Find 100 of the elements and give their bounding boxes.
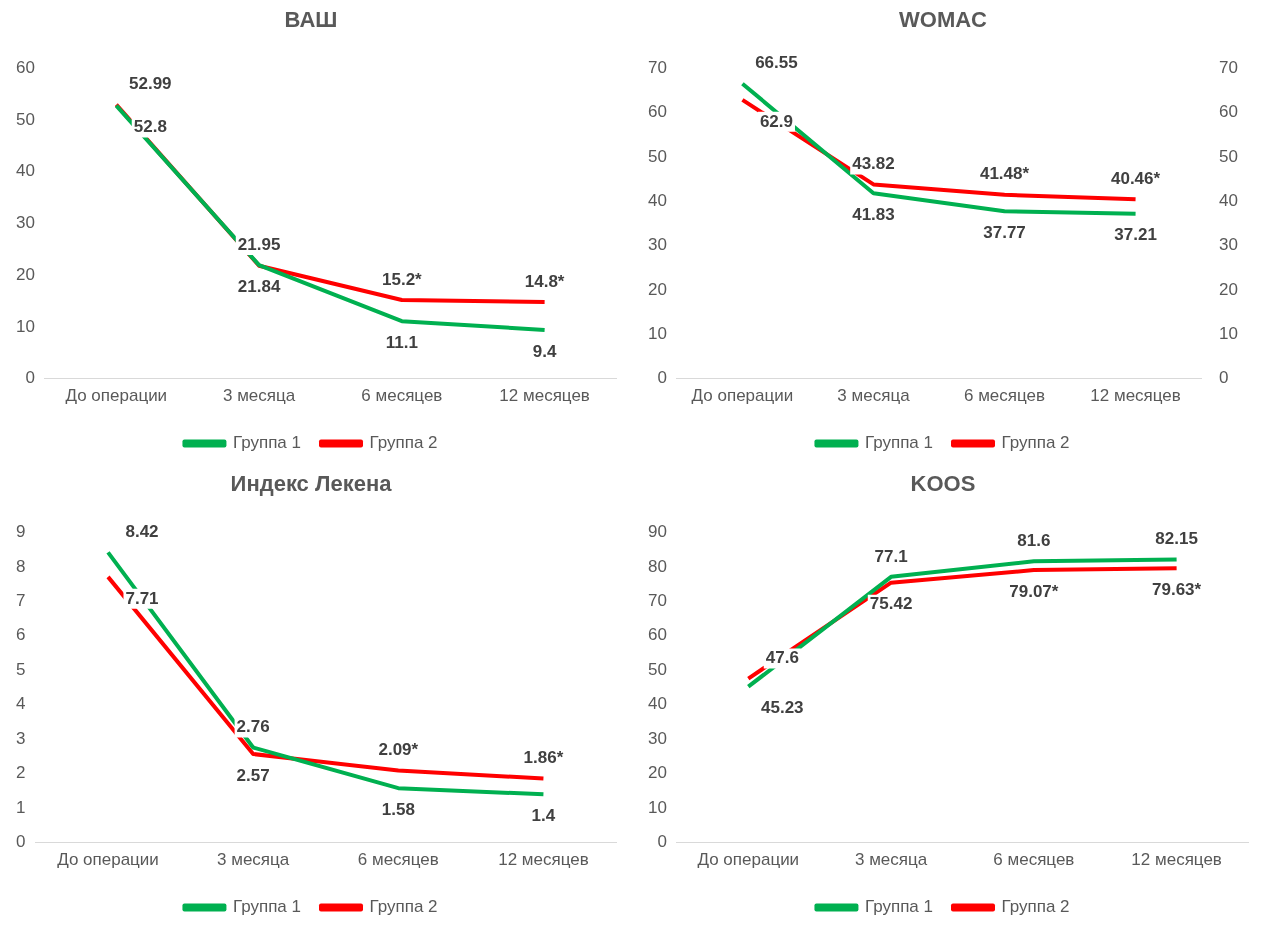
y-tick-label: 40: [15, 161, 35, 181]
legend-label: Группа 2: [1001, 897, 1070, 917]
y-tick-label: 4: [15, 694, 26, 714]
data-label: 77.1: [874, 546, 908, 566]
data-label: 52.99: [129, 74, 172, 94]
y-tick-label: 6: [15, 625, 26, 645]
y-tick-label: 7: [15, 591, 26, 611]
chart-title: WOMAC: [899, 7, 988, 33]
y2-tick-label: 20: [1219, 279, 1239, 299]
y-tick-label: 8: [15, 556, 26, 576]
data-label: 8.42: [125, 522, 159, 542]
chart-title: KOOS: [910, 471, 976, 497]
data-label: 43.82: [852, 154, 895, 174]
data-label: 79.07*: [1009, 581, 1059, 601]
data-label: 75.42: [869, 594, 913, 614]
x-tick-label: 6 месяцев: [993, 850, 1075, 870]
y2-tick-label: 70: [1219, 58, 1239, 78]
x-tick-label: До операции: [57, 850, 159, 870]
data-label: 21.95: [237, 234, 281, 254]
y-tick-label: 30: [647, 235, 667, 255]
y-tick-label: 30: [647, 728, 667, 748]
y-tick-label: 70: [647, 591, 667, 611]
data-label: 1.58: [381, 799, 415, 819]
chart-title: ВАШ: [284, 7, 338, 33]
y-tick-label: 9: [15, 522, 26, 542]
data-label: 82.15: [1155, 529, 1198, 549]
data-label: 37.21: [1114, 225, 1157, 245]
y-tick-label: 10: [647, 323, 667, 343]
y-tick-label: 0: [657, 368, 667, 388]
y2-tick-label: 50: [1219, 146, 1239, 166]
y-tick-label: 60: [15, 58, 35, 78]
legend-label: Группа 2: [369, 897, 438, 917]
y-tick-label: 5: [15, 659, 26, 679]
y-tick-label: 0: [15, 832, 26, 852]
y-tick-label: 20: [647, 763, 667, 783]
y-tick-label: 40: [647, 694, 667, 714]
data-label: 11.1: [385, 332, 418, 352]
data-label: 41.48*: [979, 164, 1030, 184]
legend-label: Группа 1: [864, 897, 933, 917]
y2-tick-label: 10: [1219, 323, 1239, 343]
legend-label: Группа 1: [864, 433, 933, 453]
data-label: 15.2*: [381, 269, 423, 289]
x-tick-label: До операции: [65, 386, 168, 406]
data-label: 2.09*: [378, 740, 419, 760]
y-tick-label: 10: [15, 316, 35, 336]
y-tick-label: 50: [15, 109, 35, 129]
legend-label: Группа 2: [1001, 433, 1070, 453]
y-tick-label: 3: [15, 728, 26, 748]
x-tick-label: 3 месяца: [222, 386, 296, 406]
data-label: 21.84: [237, 277, 281, 297]
data-label: 7.71: [125, 588, 159, 608]
data-label: 79.63*: [1152, 579, 1202, 599]
y-tick-label: 50: [647, 146, 667, 166]
x-tick-label: 6 месяцев: [357, 850, 439, 870]
y-tick-label: 10: [647, 797, 667, 817]
data-label: 47.6: [765, 648, 799, 668]
y2-tick-label: 30: [1219, 235, 1239, 255]
y-tick-label: 40: [647, 191, 667, 211]
y-tick-label: 1: [15, 797, 26, 817]
data-label: 37.77: [983, 222, 1026, 242]
x-tick-label: До операции: [691, 386, 794, 406]
legend-label: Группа 2: [369, 433, 438, 453]
y-tick-label: 0: [25, 368, 35, 388]
data-label: 2.57: [236, 765, 270, 785]
y-tick-label: 30: [15, 213, 35, 233]
y-tick-label: 20: [15, 264, 35, 284]
x-tick-label: 6 месяцев: [963, 386, 1046, 406]
data-label: 2.76: [236, 717, 270, 737]
y-tick-label: 2: [15, 763, 26, 783]
y2-tick-label: 60: [1219, 102, 1239, 122]
y-tick-label: 50: [647, 659, 667, 679]
data-label: 9.4: [532, 341, 557, 361]
x-tick-label: До операции: [697, 850, 800, 870]
chart-title: Индекс Лекена: [230, 471, 393, 497]
data-label: 1.86*: [523, 748, 564, 768]
data-label: 66.55: [755, 53, 798, 73]
x-tick-label: 3 месяца: [854, 850, 928, 870]
y2-tick-label: 40: [1219, 191, 1239, 211]
y-tick-label: 80: [647, 556, 667, 576]
x-tick-label: 12 месяцев: [1131, 850, 1222, 870]
x-tick-label: 12 месяцев: [498, 850, 589, 870]
data-label: 52.8: [133, 117, 167, 137]
y-tick-label: 20: [647, 279, 667, 299]
x-tick-label: 12 месяцев: [499, 386, 590, 406]
legend-label: Группа 1: [232, 433, 301, 453]
x-tick-label: 3 месяца: [217, 850, 290, 870]
x-tick-label: 12 месяцев: [1090, 386, 1181, 406]
data-label: 41.83: [852, 204, 895, 224]
x-tick-label: 3 месяца: [837, 386, 911, 406]
legend-label: Группа 1: [232, 897, 301, 917]
y-tick-label: 60: [647, 102, 667, 122]
y-tick-label: 60: [647, 625, 667, 645]
data-label: 14.8*: [524, 271, 565, 291]
data-label: 45.23: [761, 698, 804, 718]
y2-tick-label: 0: [1219, 368, 1229, 388]
y-tick-label: 90: [647, 522, 667, 542]
data-label: 81.6: [1017, 531, 1051, 551]
data-label: 62.9: [759, 111, 793, 131]
y-tick-label: 70: [647, 58, 667, 78]
data-label: 1.4: [531, 806, 556, 826]
